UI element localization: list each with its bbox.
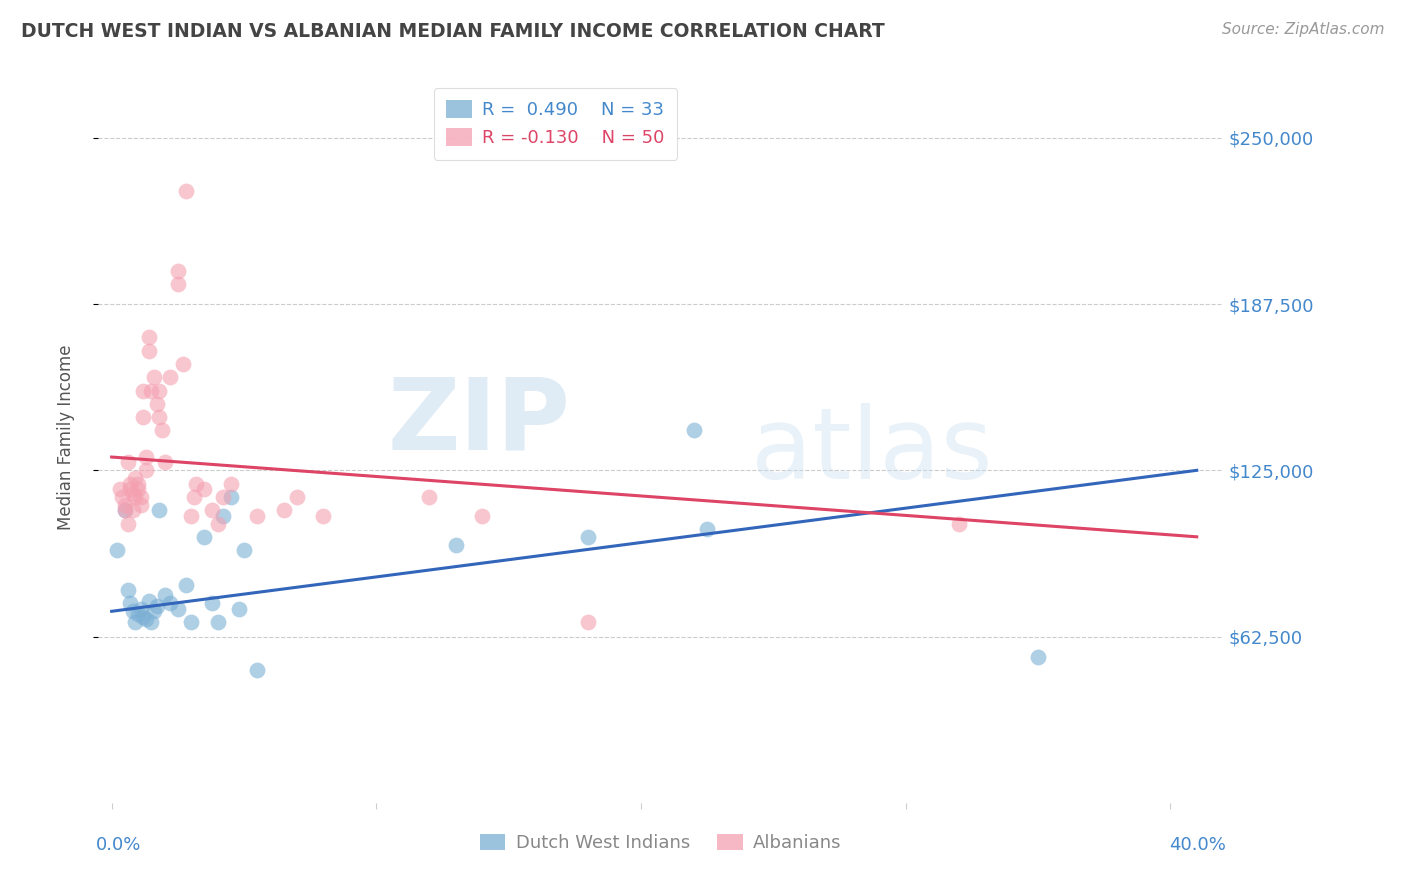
Point	[285, 490, 308, 504]
Point	[145, 599, 167, 613]
Point	[201, 503, 224, 517]
Point	[201, 596, 224, 610]
Point	[105, 543, 128, 558]
Point	[948, 516, 970, 531]
Point	[174, 577, 197, 591]
Point	[211, 508, 233, 523]
Point	[150, 424, 173, 438]
Point	[132, 384, 155, 398]
Point	[124, 471, 146, 485]
Point	[418, 490, 440, 504]
Point	[145, 397, 167, 411]
Point	[138, 593, 160, 607]
Point	[141, 384, 163, 398]
Point	[148, 503, 170, 517]
Point	[127, 476, 149, 491]
Point	[114, 503, 136, 517]
Y-axis label: Median Family Income: Median Family Income	[56, 344, 75, 530]
Point	[444, 538, 467, 552]
Point	[120, 596, 142, 610]
Text: 0.0%: 0.0%	[96, 837, 142, 855]
Point	[174, 184, 197, 198]
Text: ZIP: ZIP	[388, 374, 571, 471]
Point	[143, 370, 166, 384]
Point	[117, 516, 139, 531]
Point	[166, 601, 188, 615]
Point	[120, 482, 142, 496]
Point	[143, 604, 166, 618]
Point	[193, 530, 215, 544]
Point	[207, 615, 229, 629]
Point	[132, 410, 155, 425]
Point	[127, 482, 149, 496]
Point	[121, 604, 143, 618]
Legend: Dutch West Indians, Albanians: Dutch West Indians, Albanians	[472, 827, 849, 860]
Point	[186, 476, 208, 491]
Point	[1026, 649, 1049, 664]
Point	[246, 663, 269, 677]
Point	[159, 596, 181, 610]
Point	[138, 330, 160, 344]
Point	[135, 463, 157, 477]
Point	[120, 476, 142, 491]
Point	[117, 455, 139, 469]
Point	[129, 490, 152, 504]
Point	[138, 343, 160, 358]
Text: 40.0%: 40.0%	[1168, 837, 1226, 855]
Point	[576, 530, 599, 544]
Point	[148, 384, 170, 398]
Point	[166, 264, 188, 278]
Text: atlas: atlas	[751, 403, 993, 500]
Point	[219, 476, 242, 491]
Point	[129, 601, 152, 615]
Point	[111, 490, 134, 504]
Point	[576, 615, 599, 629]
Point	[117, 582, 139, 597]
Point	[132, 609, 155, 624]
Point	[246, 508, 269, 523]
Point	[180, 508, 202, 523]
Point	[193, 482, 215, 496]
Point	[153, 588, 176, 602]
Point	[129, 498, 152, 512]
Point	[121, 487, 143, 501]
Point	[219, 490, 242, 504]
Point	[696, 522, 718, 536]
Point	[683, 424, 706, 438]
Point	[172, 357, 194, 371]
Point	[153, 455, 176, 469]
Point	[273, 503, 295, 517]
Point	[135, 612, 157, 626]
Point	[127, 607, 149, 621]
Point	[124, 490, 146, 504]
Point	[114, 498, 136, 512]
Point	[180, 615, 202, 629]
Point	[228, 601, 250, 615]
Point	[207, 516, 229, 531]
Point	[135, 450, 157, 464]
Point	[121, 503, 143, 517]
Text: Source: ZipAtlas.com: Source: ZipAtlas.com	[1222, 22, 1385, 37]
Point	[159, 370, 181, 384]
Point	[148, 410, 170, 425]
Point	[114, 503, 136, 517]
Point	[124, 615, 146, 629]
Point	[141, 615, 163, 629]
Point	[471, 508, 494, 523]
Point	[233, 543, 256, 558]
Point	[183, 490, 205, 504]
Point	[211, 490, 233, 504]
Point	[166, 277, 188, 292]
Point	[312, 508, 335, 523]
Point	[108, 482, 131, 496]
Text: DUTCH WEST INDIAN VS ALBANIAN MEDIAN FAMILY INCOME CORRELATION CHART: DUTCH WEST INDIAN VS ALBANIAN MEDIAN FAM…	[21, 22, 884, 41]
